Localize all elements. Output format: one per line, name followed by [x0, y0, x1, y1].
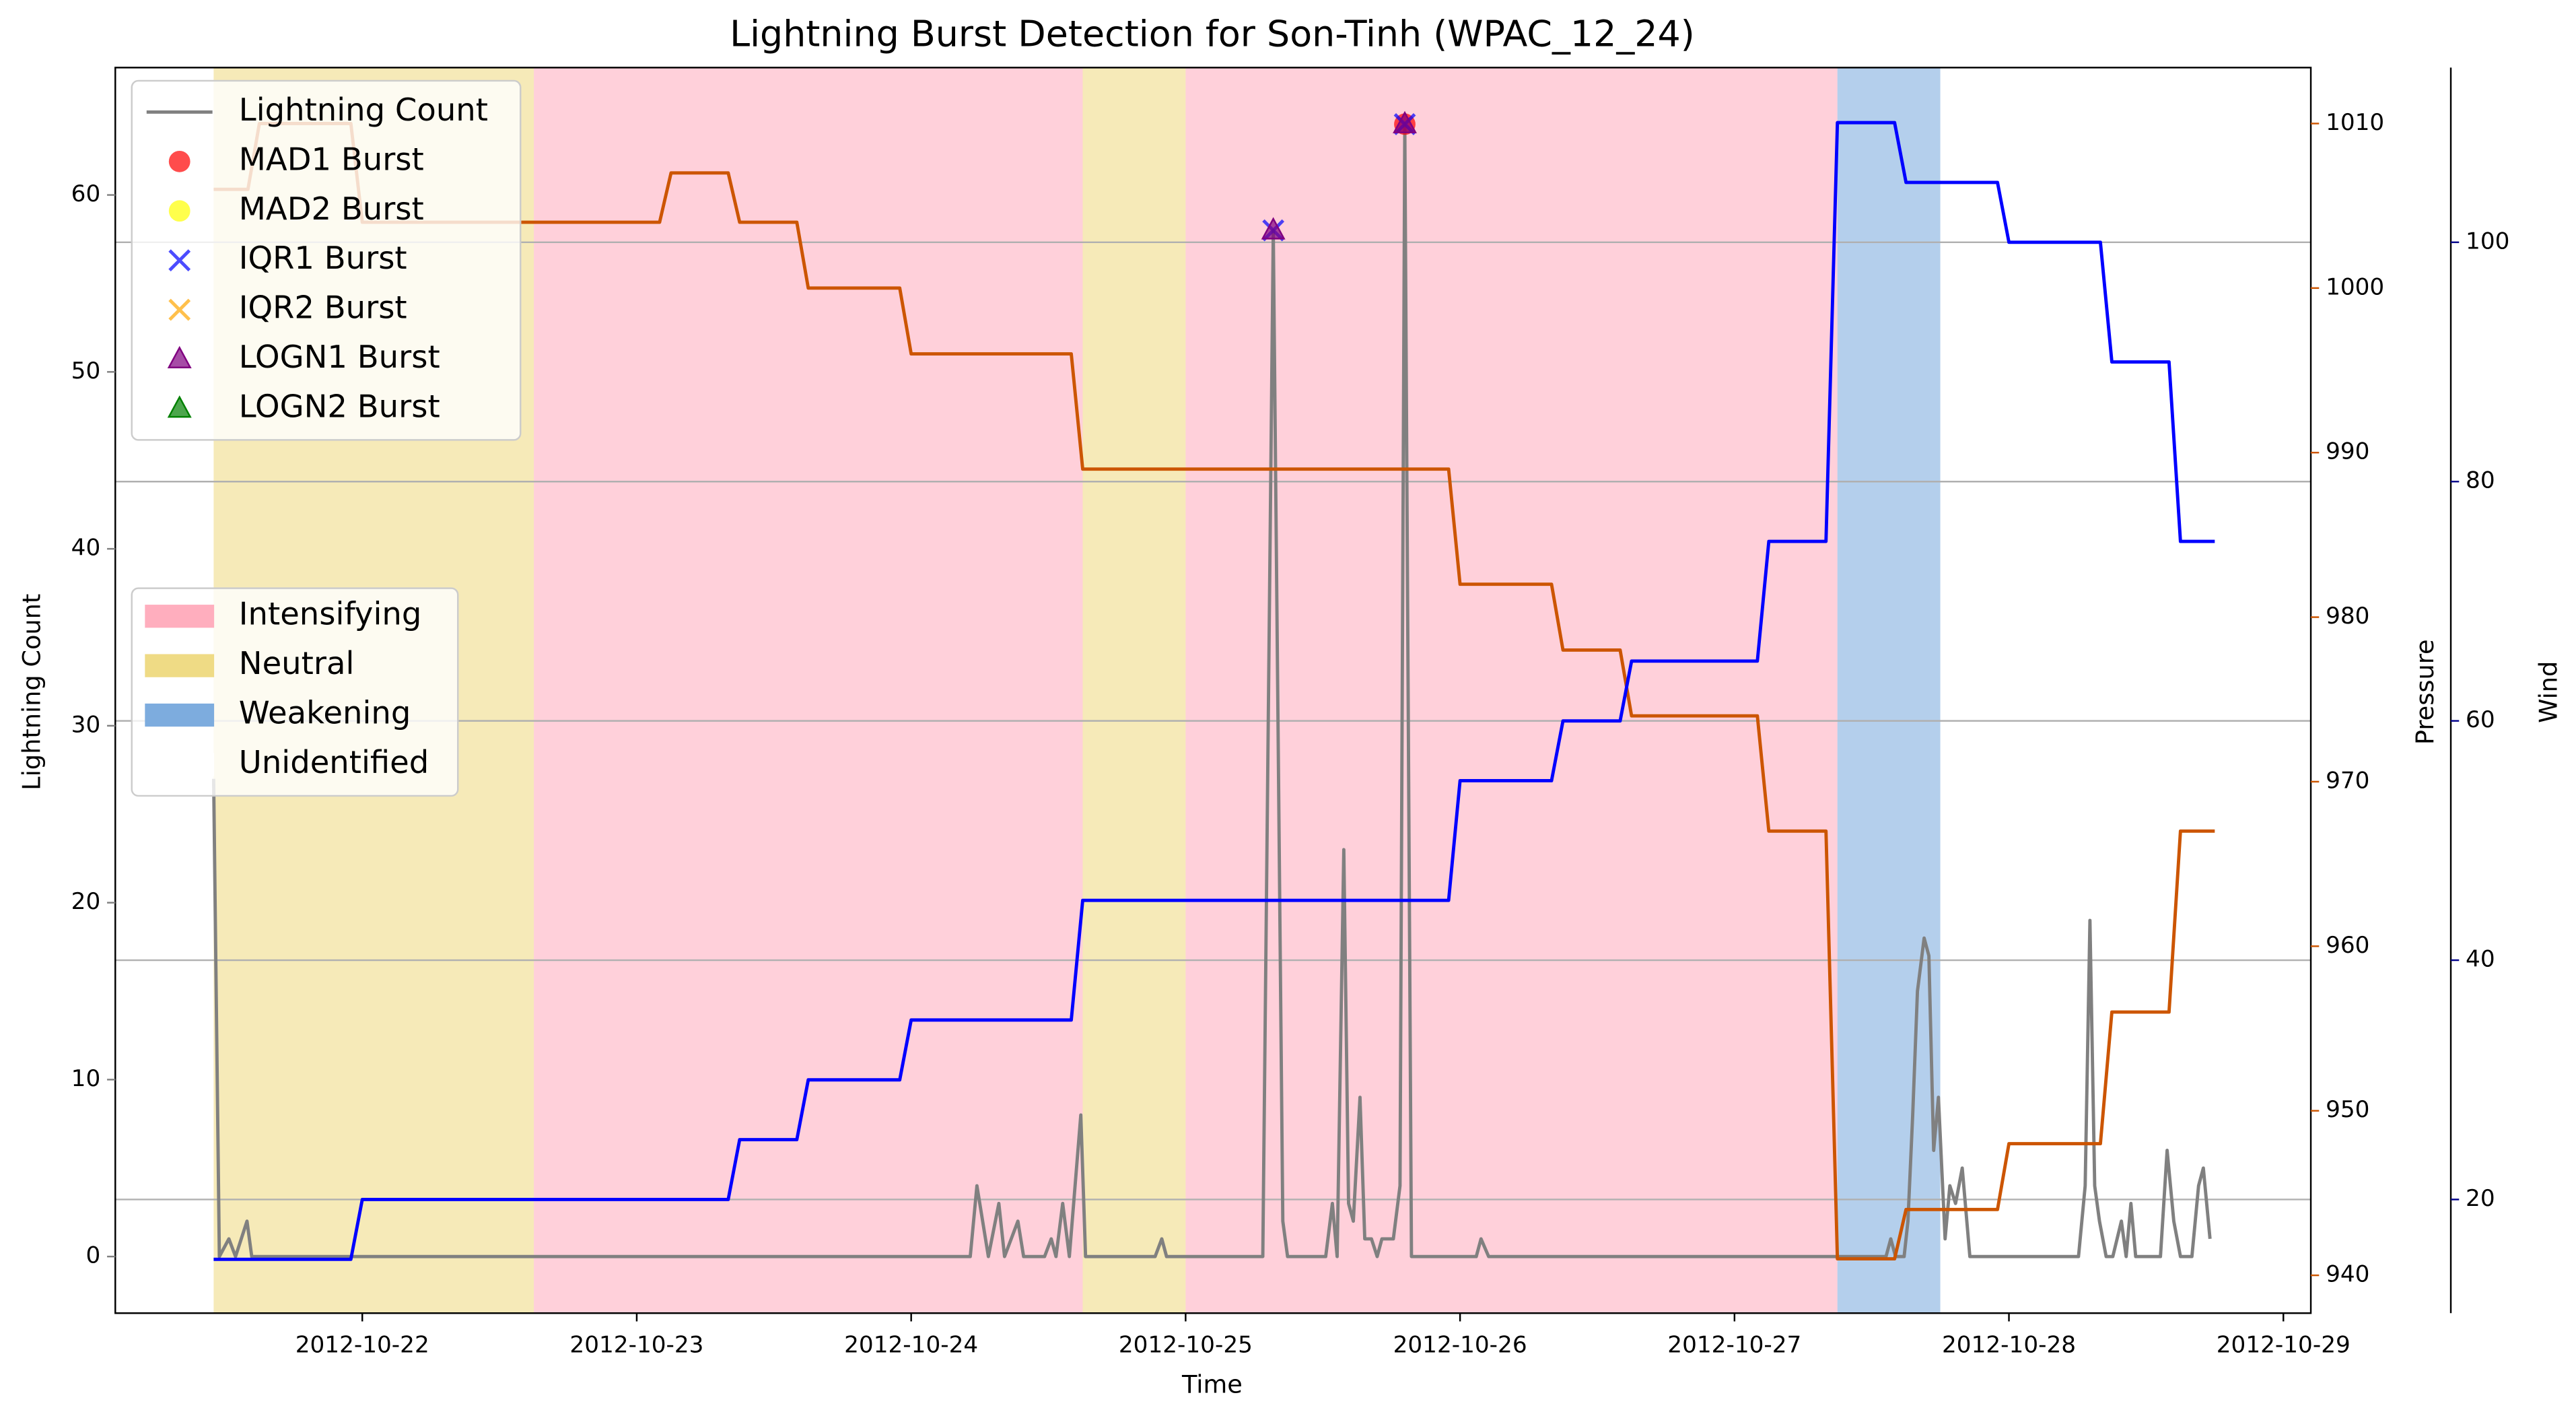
x-tick-label: 2012-10-22	[295, 1332, 429, 1359]
legend-patch	[145, 703, 215, 727]
y2-axis-label: Pressure	[2410, 639, 2439, 745]
y-tick-label: 40	[71, 535, 101, 562]
series-line	[211, 123, 2212, 1258]
y2-tick-label: 960	[2326, 932, 2369, 959]
x-tick-label: 2012-10-26	[1393, 1332, 1527, 1359]
phase-region	[534, 67, 1083, 1314]
y-tick-label: 0	[85, 1242, 100, 1269]
burst-marker	[167, 395, 192, 418]
legend-label: Intensifying	[239, 596, 422, 632]
burst-marker	[167, 345, 192, 368]
phase-region	[1837, 67, 1941, 1314]
y2-tick-label: 970	[2326, 767, 2369, 794]
y2-tick-label: 940	[2326, 1261, 2369, 1288]
y2-tick-label: 1000	[2326, 273, 2384, 300]
legend-label: Unidentified	[239, 744, 429, 780]
burst-marker	[168, 249, 191, 272]
legend-label: Lightning Count	[239, 92, 488, 128]
legend-label: MAD1 Burst	[239, 141, 424, 177]
burst-marker	[1393, 110, 1417, 133]
y3-tick-label: 20	[2466, 1185, 2495, 1212]
series-line	[213, 121, 2215, 1261]
series-line	[213, 122, 2215, 1261]
burst-marker	[168, 150, 190, 172]
legend-label: IQR1 Burst	[239, 240, 407, 276]
legend-label: LOGN2 Burst	[239, 388, 440, 424]
y-axis-label: Lightning Count	[17, 594, 46, 790]
x-tick-label: 2012-10-27	[1667, 1332, 1801, 1359]
y3-tick-label: 80	[2466, 467, 2495, 494]
x-tick-label: 2012-10-25	[1119, 1332, 1253, 1359]
burst-marker	[168, 298, 191, 321]
plot-frame	[114, 67, 2312, 1314]
phase-legend-box	[131, 587, 459, 797]
y2-tick-label: 990	[2326, 438, 2369, 465]
axes: 2012-10-22 2012-10-23 2012-10-24 2012-10-25…	[71, 67, 2509, 1359]
phase-region	[1940, 67, 2215, 1314]
legend-box	[131, 79, 522, 441]
y-tick-label: 30	[71, 711, 101, 738]
phase-region	[1185, 67, 1838, 1314]
markers	[1261, 110, 1417, 242]
legend-label: Weakening	[239, 695, 411, 731]
x-axis-label: Time	[1181, 1370, 1243, 1398]
legend-patch	[145, 753, 215, 776]
y3-tick-label: 100	[2466, 228, 2509, 255]
legend-label: Neutral	[239, 645, 355, 681]
legend-label: LOGN1 Burst	[239, 339, 440, 375]
y-tick-label: 10	[71, 1065, 101, 1092]
x-tick-label: 2012-10-23	[569, 1332, 703, 1359]
legend-label: MAD2 Burst	[239, 191, 424, 227]
y3-axis-label: Wind	[2534, 661, 2563, 723]
legend-label: IQR2 Burst	[239, 290, 407, 326]
legend: Lightning Count MAD1 Burst MAD2 Burst IQR1 …	[131, 79, 522, 797]
legend-patch	[145, 654, 215, 677]
x-tick-label: 2012-10-28	[1942, 1332, 2076, 1359]
x-tick-label: 2012-10-24	[844, 1332, 978, 1359]
y-tick-label: 60	[71, 180, 101, 207]
legend-patch	[145, 605, 215, 628]
y2-tick-label: 980	[2326, 603, 2369, 630]
y-tick-label: 20	[71, 888, 101, 915]
y-tick-label: 50	[71, 358, 101, 384]
y3-tick-label: 60	[2466, 706, 2495, 733]
x-tick-label: 2012-10-29	[2217, 1332, 2351, 1359]
burst-marker	[168, 200, 190, 222]
y2-tick-label: 1010	[2326, 109, 2384, 136]
lines	[211, 121, 2215, 1261]
y3-tick-label: 40	[2466, 946, 2495, 973]
chart-title: Lightning Burst Detection for Son-Tinh (…	[730, 13, 1695, 55]
y2-tick-label: 950	[2326, 1096, 2369, 1123]
burst-marker	[1261, 217, 1286, 240]
phase-region	[1082, 67, 1186, 1314]
phase-regions	[213, 67, 2215, 1314]
